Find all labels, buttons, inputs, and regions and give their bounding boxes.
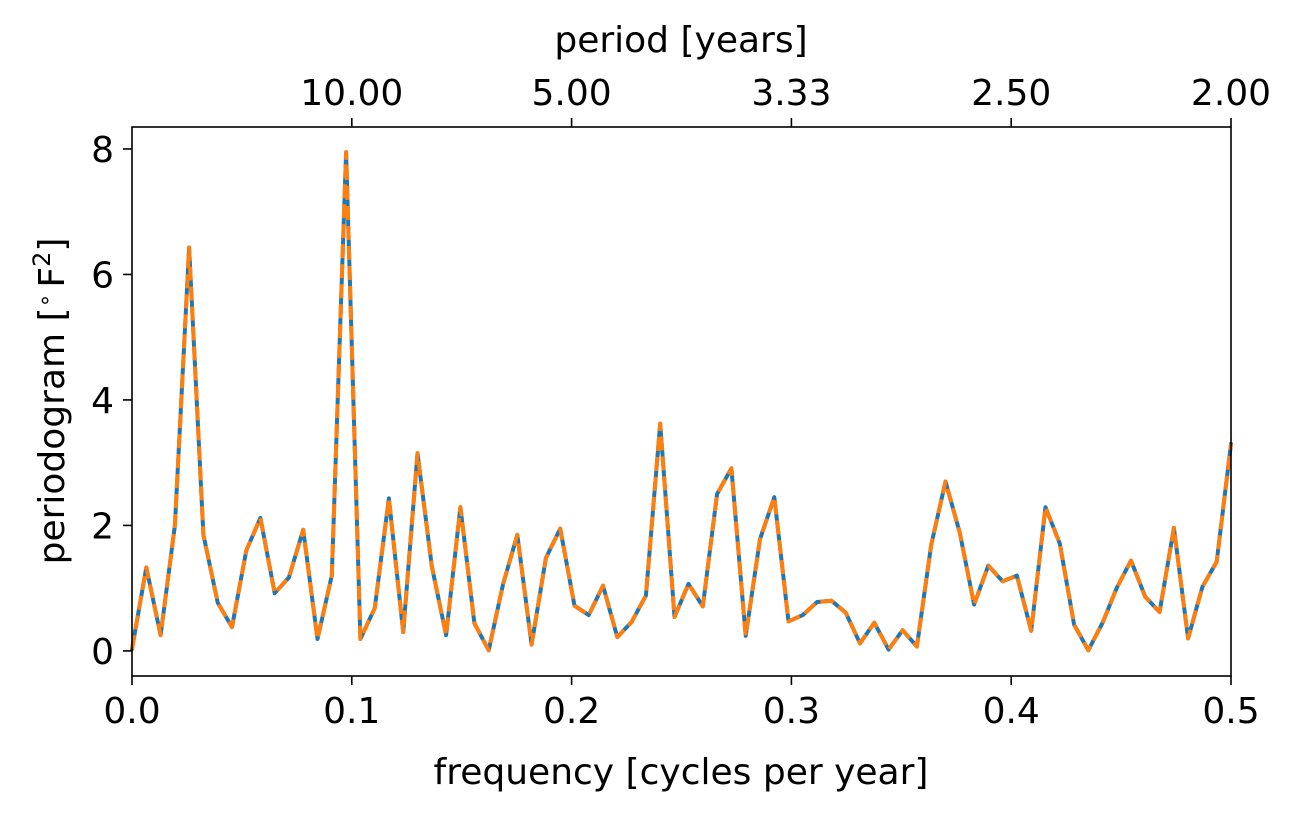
y-tick-label: 2 [91, 506, 114, 547]
y-tick-label: 4 [91, 381, 114, 422]
secondary-x-tick-label: 3.33 [751, 73, 831, 114]
x-tick-label: 0.3 [763, 691, 820, 732]
secondary-x-tick-label: 5.00 [532, 73, 612, 114]
series-line-2 [130, 150, 1233, 653]
y-tick-label: 8 [91, 130, 114, 171]
x-tick-label: 0.1 [323, 691, 380, 732]
x-axis-ticks: 0.0 0.1 0.2 0.3 0.4 0.5 [103, 676, 1260, 732]
series-layer [130, 150, 1233, 653]
y-axis-label-unit: F [32, 267, 73, 288]
y-axis-ticks: 0 2 4 6 8 [91, 130, 132, 673]
x-tick-label: 0.5 [1202, 691, 1259, 732]
x-tick-label: 0.0 [103, 691, 160, 732]
secondary-x-tick-label: 2.50 [971, 73, 1051, 114]
y-axis-label: periodogram [∘ F2] [28, 238, 73, 565]
x-axis-label: frequency [cycles per year] [434, 752, 929, 793]
secondary-x-axis-label: period [years] [554, 20, 807, 61]
y-axis-label-exponent: 2 [28, 252, 56, 267]
secondary-x-tick-label: 10.00 [300, 73, 403, 114]
y-axis-label-close: ] [32, 238, 73, 252]
y-tick-label: 6 [91, 255, 114, 296]
x-tick-label: 0.2 [543, 691, 600, 732]
axes-frame [131, 126, 1232, 677]
secondary-x-axis-ticks: 10.00 5.00 3.33 2.50 2.00 [300, 73, 1271, 127]
y-axis-label-text: periodogram [ [32, 307, 73, 564]
secondary-x-tick-label: 2.00 [1191, 73, 1271, 114]
y-axis-label-degree: ∘ [33, 294, 58, 308]
x-tick-label: 0.4 [983, 691, 1040, 732]
y-tick-label: 0 [91, 632, 114, 673]
